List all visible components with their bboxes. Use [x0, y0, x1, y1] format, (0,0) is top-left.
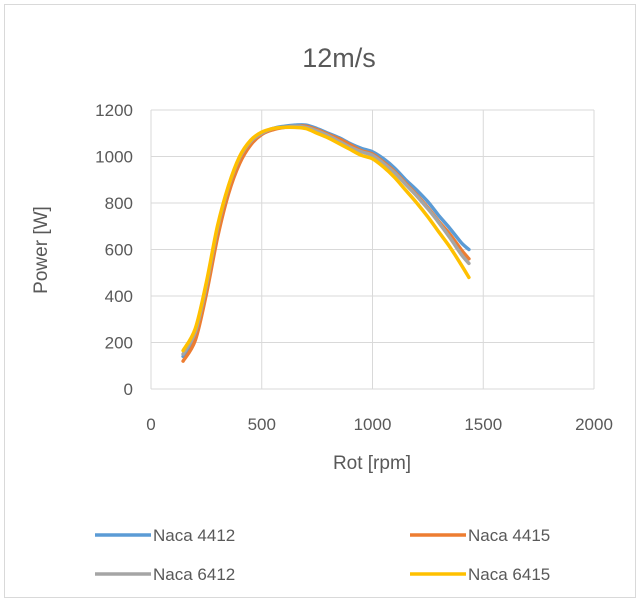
legend-item: Naca 4415 — [410, 526, 550, 545]
legend-label: Naca 6415 — [468, 565, 550, 584]
series-line-4 — [181, 125, 471, 353]
x-tick-label: 1500 — [464, 415, 502, 434]
x-axis-label: Rot [rpm] — [333, 453, 411, 474]
y-tick-label: 800 — [105, 194, 133, 213]
y-tick-label: 200 — [105, 334, 133, 353]
y-tick-label: 600 — [105, 241, 133, 260]
y-tick-label: 0 — [124, 380, 133, 399]
y-tick-label: 1000 — [95, 148, 133, 167]
series-lines — [181, 123, 471, 363]
x-tick-label: 0 — [146, 415, 155, 434]
chart-frame — [4, 4, 636, 598]
legend-item: Naca 6415 — [410, 565, 550, 584]
chart-title: 12m/s — [302, 43, 376, 73]
y-axis-label: Power [W] — [31, 206, 52, 294]
y-tick-label: 1200 — [95, 101, 133, 120]
x-tick-label: 500 — [248, 415, 276, 434]
y-tick-label: 400 — [105, 287, 133, 306]
legend-item: Naca 4412 — [95, 526, 235, 545]
legend: Naca 4412 Naca 4415 Naca 6412 Naca 6415 — [95, 526, 550, 584]
legend-item: Naca 6412 — [95, 565, 235, 584]
x-tick-label: 2000 — [575, 415, 613, 434]
legend-label: Naca 4412 — [153, 526, 235, 545]
legend-label: Naca 6412 — [153, 565, 235, 584]
tick-labels: 0 200 400 600 800 1000 1200 0 500 1000 1500 2000 — [95, 101, 613, 434]
legend-label: Naca 4415 — [468, 526, 550, 545]
x-tick-label: 1000 — [354, 415, 392, 434]
series-line-1 — [181, 123, 471, 359]
series-line-3 — [181, 124, 471, 356]
series-line-2 — [181, 124, 471, 363]
